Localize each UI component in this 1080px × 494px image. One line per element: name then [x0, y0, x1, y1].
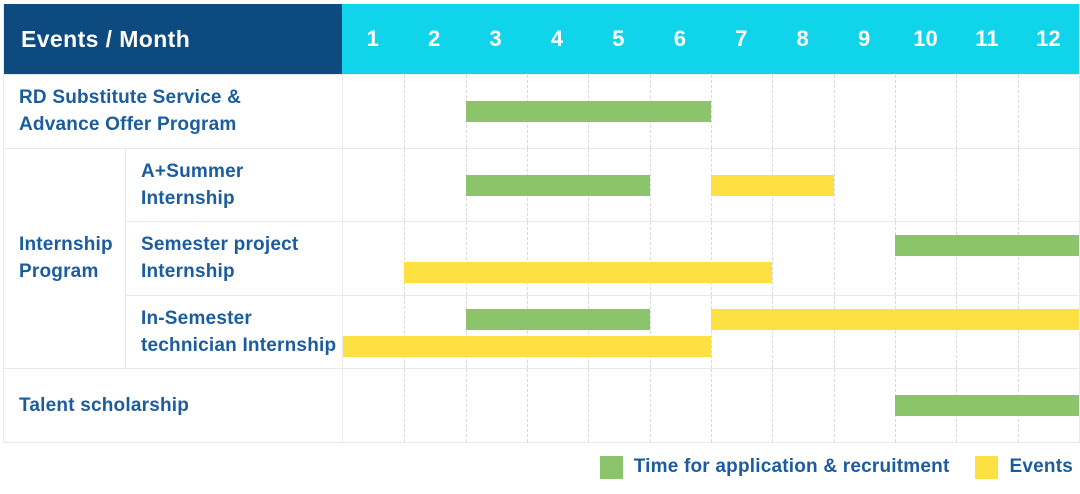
month-grid-line: [895, 148, 896, 222]
month-grid-line: [956, 75, 958, 148]
gantt-bar-green: [465, 174, 650, 196]
legend-swatch-yellow: [975, 455, 999, 479]
month-grid-line: [833, 148, 835, 222]
gantt-bar-yellow: [711, 308, 1079, 330]
month-header-cell: 7: [735, 26, 748, 51]
corner-header-label: Events / Month: [21, 25, 191, 52]
legend-label: Time for application & recruitment: [633, 456, 950, 477]
corner-header-cell: Events / Month: [4, 4, 342, 74]
month-grid-line: [588, 222, 590, 295]
legend: Time for application & recruitment Events: [574, 452, 1073, 482]
month-grid-line: [465, 369, 467, 442]
month-header-cell: 4: [550, 26, 564, 51]
month-header-cell: 5: [612, 26, 625, 51]
row-label-line: A+Summer: [141, 160, 244, 182]
gantt-bar-green: [465, 101, 711, 122]
month-grid-line: [833, 222, 835, 295]
month-grid-line: [588, 295, 590, 369]
month-grid-line: [711, 369, 712, 442]
month-grid-line: [1017, 75, 1019, 148]
month-header-row: 1 2 3 4 5 6 7 8 9 10 11 12: [342, 4, 1079, 74]
group-label-cell: Internship Program: [4, 147, 125, 369]
month-grid-line: [772, 75, 774, 148]
row-chart-area: [342, 294, 1079, 369]
month-grid-line: [772, 222, 774, 295]
month-grid-line: [404, 369, 406, 442]
legend-swatch-green: [599, 455, 623, 479]
month-grid-line: [895, 295, 896, 369]
row-chart-area: [342, 368, 1079, 442]
month-header-cell: 1: [366, 26, 379, 51]
row-chart-area: [342, 147, 1079, 222]
month-grid-line: [649, 369, 651, 442]
month-grid-line: [465, 222, 467, 295]
month-grid-line: [649, 148, 651, 222]
month-grid-line: [833, 75, 835, 148]
month-grid-line: [649, 222, 651, 295]
month-grid-line: [956, 295, 958, 369]
legend-item: Time for application & recruitment: [599, 455, 950, 479]
row-label-cell: Talent scholarship: [4, 368, 342, 442]
gantt-bar-green: [895, 235, 1079, 257]
month-header-cell: 3: [489, 26, 502, 51]
row-label-line: technician Internship: [141, 335, 337, 357]
month-grid-line: [404, 222, 406, 295]
month-grid-line: [527, 369, 528, 442]
row-label-cell: RD Substitute Service & Advance Offer Pro…: [4, 74, 342, 148]
month-header-cell: 11: [975, 26, 999, 51]
row-label-cell: In-Semester technician Internship: [125, 294, 342, 369]
month-grid-line: [711, 295, 712, 369]
month-grid-line: [833, 295, 835, 369]
month-grid-line: [772, 369, 774, 442]
month-grid-line: [404, 295, 406, 369]
month-grid-line: [588, 369, 590, 442]
group-label-line: Internship: [19, 234, 113, 256]
month-grid-line: [527, 222, 528, 295]
month-grid-line: [527, 295, 528, 369]
gantt-bar-green: [895, 395, 1079, 417]
month-grid-line: [895, 222, 896, 295]
month-grid-line: [404, 75, 406, 148]
month-grid-line: [895, 75, 896, 148]
month-header-cell: 2: [428, 26, 441, 51]
row-label-line: Semester project: [141, 234, 299, 256]
month-grid-line: [772, 295, 774, 369]
row-label-line: Advance Offer Program: [19, 114, 237, 136]
gantt-bar-yellow: [343, 335, 711, 357]
legend-item: Events: [975, 455, 1073, 479]
month-header-cell: 8: [796, 26, 809, 51]
month-header-cell: 9: [857, 26, 871, 51]
gantt-table: Events / Month 1 2 3 4 5 6 7 8 9 10 11 12 RD Substi…: [3, 4, 1080, 443]
row-chart-area: [342, 74, 1079, 148]
month-grid-line: [956, 222, 958, 295]
month-header-cell: 12: [1036, 26, 1061, 51]
month-header-cell: 10: [913, 26, 938, 51]
month-grid-line: [465, 295, 467, 369]
row-label-cell: Semester project Internship: [125, 221, 342, 295]
row-chart-area: [342, 221, 1079, 295]
row-label-cell: A+Summer Internship: [125, 147, 342, 222]
month-grid-line: [1017, 148, 1019, 222]
row-label-line: Internship: [141, 261, 235, 283]
month-grid-line: [1017, 295, 1019, 369]
month-grid-line: [711, 75, 712, 148]
month-grid-line: [833, 369, 835, 442]
group-label-line: Program: [19, 261, 99, 283]
month-grid-line: [649, 295, 651, 369]
gantt-bar-yellow: [711, 174, 834, 196]
month-grid-line: [711, 222, 712, 295]
row-label-line: Internship: [141, 187, 235, 209]
legend-label: Events: [1009, 456, 1073, 477]
row-label-line: Talent scholarship: [19, 395, 190, 417]
row-label-line: RD Substitute Service &: [19, 87, 242, 109]
month-grid-line: [404, 148, 406, 222]
row-label-line: In-Semester: [141, 308, 252, 330]
gantt-bar-green: [465, 308, 650, 330]
gantt-bar-yellow: [404, 262, 773, 284]
month-grid-line: [1017, 222, 1019, 295]
month-grid-line: [956, 148, 958, 222]
month-header-cell: 6: [673, 26, 686, 51]
